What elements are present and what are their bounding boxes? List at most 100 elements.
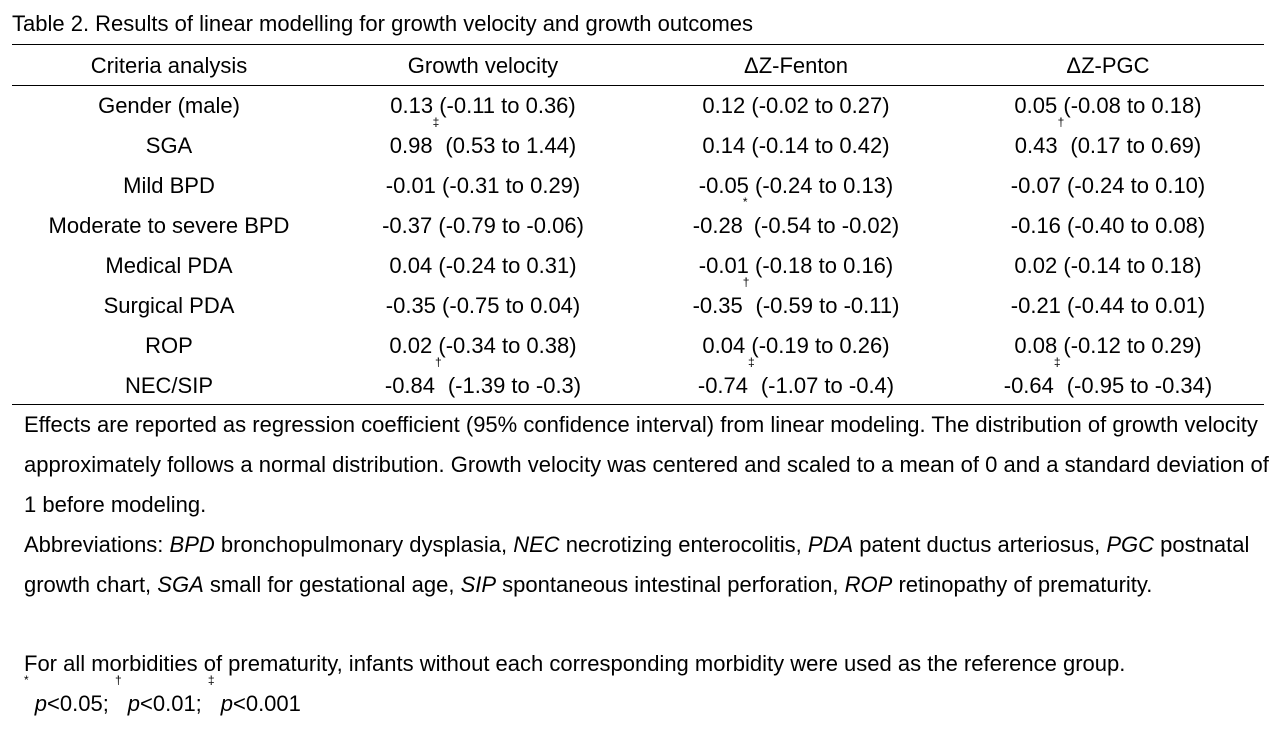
top-rule bbox=[12, 44, 1264, 45]
row-label: Surgical PDA bbox=[103, 293, 235, 318]
table-row: Gender (male) 0.13 (-0.11 to 0.36) 0.12 (-… bbox=[12, 86, 1264, 126]
confidence-interval: (-0.14 to 0.42) bbox=[751, 133, 890, 158]
cell-dz-pgc: -0.64 ‡ (-0.95 to -0.34) bbox=[952, 356, 1264, 406]
abbreviation-definition: necrotizing enterocolitis, bbox=[559, 532, 802, 557]
cell-growth-velocity: 0.13 (-0.11 to 0.36) bbox=[326, 86, 640, 126]
confidence-interval: (-0.34 to 0.38) bbox=[438, 333, 577, 358]
header-growth-velocity: Growth velocity bbox=[407, 53, 559, 78]
p-threshold: <0.01; bbox=[140, 691, 202, 716]
estimate: 0.13 bbox=[390, 93, 434, 118]
table-row: Moderate to severe BPD -0.37 (-0.79 to -0… bbox=[12, 196, 1264, 246]
confidence-interval: (-0.75 to 0.04) bbox=[442, 293, 581, 318]
row-label: Gender (male) bbox=[98, 93, 240, 118]
abbreviation-definition: bronchopulmonary dysplasia, bbox=[214, 532, 508, 557]
estimate: 0.12 bbox=[702, 93, 746, 118]
estimate: -0.84 bbox=[384, 373, 436, 398]
confidence-interval: (-0.08 to 0.18) bbox=[1063, 93, 1202, 118]
confidence-interval: (-0.14 to 0.18) bbox=[1063, 253, 1202, 278]
p-threshold: <0.001 bbox=[232, 691, 301, 716]
header-dz-pgc: ΔZ-PGC bbox=[1066, 53, 1150, 78]
confidence-interval: (-0.24 to 0.31) bbox=[438, 253, 577, 278]
estimate: -0.28 bbox=[692, 213, 743, 238]
table-row: Surgical PDA -0.35 (-0.75 to 0.04) -0.35† … bbox=[12, 276, 1264, 326]
significance-mark: * bbox=[742, 195, 748, 209]
abbreviation-term: NEC bbox=[513, 532, 560, 557]
abbreviation-term: BPD bbox=[169, 532, 215, 557]
significance-mark: ‡ bbox=[748, 355, 755, 369]
confidence-interval: (-0.40 to 0.08) bbox=[1067, 213, 1206, 238]
confidence-interval: (-0.44 to 0.01) bbox=[1067, 293, 1206, 318]
significance-symbol: * bbox=[24, 673, 29, 687]
bottom-rule bbox=[12, 404, 1264, 405]
cell-dz-pgc: -0.21 (-0.44 to 0.01) bbox=[952, 286, 1264, 326]
estimate: -0.05 bbox=[698, 173, 749, 198]
cell-growth-velocity: -0.35 (-0.75 to 0.04) bbox=[326, 286, 640, 326]
estimate: -0.64 bbox=[1003, 373, 1054, 398]
table-body: Gender (male) 0.13 (-0.11 to 0.36) 0.12 (-… bbox=[12, 86, 1264, 406]
significance-mark: † bbox=[742, 275, 750, 289]
header-criteria: Criteria analysis bbox=[90, 53, 248, 78]
estimate: -0.37 bbox=[382, 213, 433, 238]
confidence-interval: (0.17 to 0.69) bbox=[1070, 133, 1202, 158]
cell-dz-fenton: -0.35 † (-0.59 to -0.11) bbox=[640, 276, 952, 326]
abbreviation-term: SIP bbox=[460, 572, 497, 597]
cell-growth-velocity: 0.02 (-0.34 to 0.38) bbox=[326, 326, 640, 366]
footnote-reference-text: For all morbidities of prematurity, infa… bbox=[24, 651, 1126, 676]
estimate: -0.07 bbox=[1010, 173, 1061, 198]
confidence-interval: (-0.02 to 0.27) bbox=[751, 93, 890, 118]
cell-dz-fenton: -0.74 ‡ (-1.07 to -0.4) bbox=[640, 356, 952, 406]
confidence-interval: (-0.79 to -0.06) bbox=[438, 213, 584, 238]
estimate: -0.16 bbox=[1010, 213, 1061, 238]
estimate: 0.98 bbox=[389, 133, 433, 158]
confidence-interval: (-0.19 to 0.26) bbox=[751, 333, 890, 358]
footnote-effects: Effects are reported as regression coeff… bbox=[24, 405, 1269, 525]
estimate: -0.74 bbox=[697, 373, 749, 398]
significance-mark: ‡ bbox=[432, 115, 440, 129]
abbreviation-term: SGA bbox=[157, 572, 204, 597]
abbreviations-label: Abbreviations: bbox=[24, 532, 164, 557]
significance-symbol: ‡ bbox=[207, 673, 215, 687]
cell-dz-pgc: 0.43 † (0.17 to 0.69) bbox=[952, 116, 1264, 166]
footnote-abbreviations: Abbreviations: BPD bronchopulmonary dysp… bbox=[24, 525, 1269, 605]
confidence-interval: (-0.54 to -0.02) bbox=[753, 213, 900, 238]
cell-dz-fenton: 0.14 (-0.14 to 0.42) bbox=[640, 126, 952, 166]
cell-growth-velocity: -0.01 (-0.31 to 0.29) bbox=[326, 166, 640, 206]
table-row: Mild BPD -0.01 (-0.31 to 0.29) -0.05 (-0.2… bbox=[12, 166, 1264, 206]
cell-dz-pgc: -0.07 (-0.24 to 0.10) bbox=[952, 166, 1264, 206]
estimate: 0.14 bbox=[702, 133, 746, 158]
abbreviation-definition: spontaneous intestinal perforation, bbox=[496, 572, 839, 597]
results-table: Criteria analysis Growth velocity ΔZ-Fen… bbox=[12, 46, 1264, 406]
cell-dz-fenton: 0.04 (-0.19 to 0.26) bbox=[640, 326, 952, 366]
footnote-effects-text: Effects are reported as regression coeff… bbox=[24, 412, 1269, 517]
table-row: ROP 0.02 (-0.34 to 0.38) 0.04 (-0.19 to 0.… bbox=[12, 326, 1264, 366]
p-symbol: p bbox=[34, 691, 48, 716]
significance-mark: † bbox=[1057, 115, 1065, 129]
confidence-interval: (-0.12 to 0.29) bbox=[1063, 333, 1202, 358]
estimate: -0.35 bbox=[692, 293, 743, 318]
cell-growth-velocity: -0.84 † (-1.39 to -0.3) bbox=[326, 356, 640, 406]
footnote-reference: For all morbidities of prematurity, infa… bbox=[24, 644, 1269, 684]
estimate: -0.01 bbox=[385, 173, 436, 198]
abbreviation-term: ROP bbox=[844, 572, 893, 597]
abbreviation-definition: retinopathy of prematurity. bbox=[892, 572, 1153, 597]
table-title: Table 2. Results of linear modelling for… bbox=[12, 11, 754, 36]
cell-growth-velocity: 0.98 ‡ (0.53 to 1.44) bbox=[326, 116, 640, 166]
confidence-interval: (-0.11 to 0.36) bbox=[439, 93, 576, 118]
p-symbol: p bbox=[127, 691, 141, 716]
estimate: -0.01 bbox=[698, 253, 749, 278]
confidence-interval: (-1.07 to -0.4) bbox=[760, 373, 895, 398]
confidence-interval: (-1.39 to -0.3) bbox=[447, 373, 582, 398]
estimate: 0.43 bbox=[1014, 133, 1058, 158]
abbreviation-definition: patent ductus arteriosus, bbox=[853, 532, 1101, 557]
row-label: Mild BPD bbox=[123, 173, 215, 198]
abbreviation-term: PDA bbox=[807, 532, 854, 557]
cell-dz-fenton: -0.01 (-0.18 to 0.16) bbox=[640, 246, 952, 286]
confidence-interval: (-0.31 to 0.29) bbox=[442, 173, 581, 198]
cell-dz-pgc: 0.08 (-0.12 to 0.29) bbox=[952, 326, 1264, 366]
table-row: NEC/SIP -0.84 † (-1.39 to -0.3) -0.74 ‡ (-1.… bbox=[12, 356, 1264, 406]
estimate: 0.05 bbox=[1014, 93, 1058, 118]
significance-mark: ‡ bbox=[1053, 355, 1061, 369]
estimate: 0.02 bbox=[389, 333, 433, 358]
cell-growth-velocity: -0.37 (-0.79 to -0.06) bbox=[326, 206, 640, 246]
confidence-interval: (-0.24 to 0.10) bbox=[1067, 173, 1206, 198]
